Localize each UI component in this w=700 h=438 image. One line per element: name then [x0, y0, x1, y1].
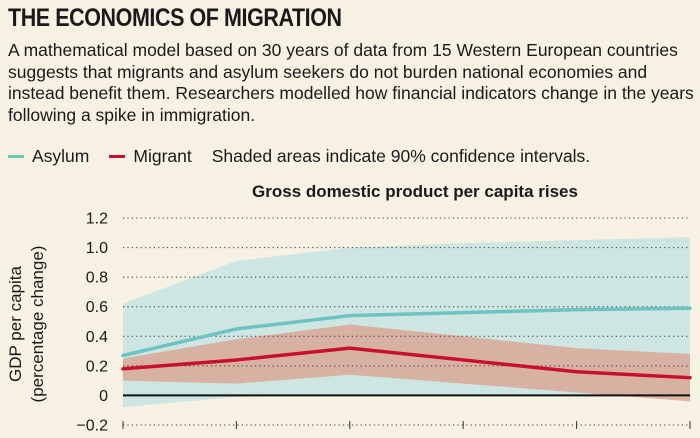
y-tick-label: 0.8: [86, 270, 108, 287]
legend-asylum-swatch: [8, 155, 24, 158]
legend: Asylum Migrant Shaded areas indicate 90%…: [8, 146, 590, 167]
description: A mathematical model based on 30 years o…: [8, 40, 694, 125]
chart-title: Gross domestic product per capita rises: [252, 182, 578, 201]
y-axis-label: GDP per capita (percentage change): [6, 246, 47, 403]
migrant-line: [121, 346, 692, 380]
migrant-confidence-band: [123, 324, 690, 402]
confidence-bands: [123, 237, 690, 408]
series-lines: [121, 306, 692, 380]
y-tick-labels: −0.2 0 0.2 0.4 0.6 0.8 1.0 1.2: [76, 211, 108, 435]
page-title: THE ECONOMICS OF MIGRATION: [8, 4, 342, 32]
y-tick-label: 0.2: [86, 358, 108, 375]
asylum-line: [121, 306, 692, 358]
y-tick-label: 0.6: [86, 299, 108, 316]
y-tick-label: −0.2: [76, 418, 108, 435]
y-tick-label: 0.4: [86, 329, 108, 346]
legend-note: Shaded areas indicate 90% confidence int…: [211, 146, 591, 166]
gridlines: [122, 217, 691, 429]
y-tick-label: 1.2: [86, 211, 108, 228]
y-axis-label-line2: (percentage change): [28, 246, 47, 403]
y-axis-label-line1: GDP per capita: [6, 266, 25, 382]
legend-migrant-label: Migrant: [133, 146, 192, 166]
legend-migrant-swatch: [109, 155, 126, 158]
legend-migrant: Migrant: [109, 146, 192, 167]
y-tick-label: 0: [99, 388, 108, 405]
legend-asylum: Asylum: [8, 146, 89, 167]
y-tick-label: 1.0: [86, 240, 108, 257]
legend-asylum-label: Asylum: [32, 146, 90, 166]
